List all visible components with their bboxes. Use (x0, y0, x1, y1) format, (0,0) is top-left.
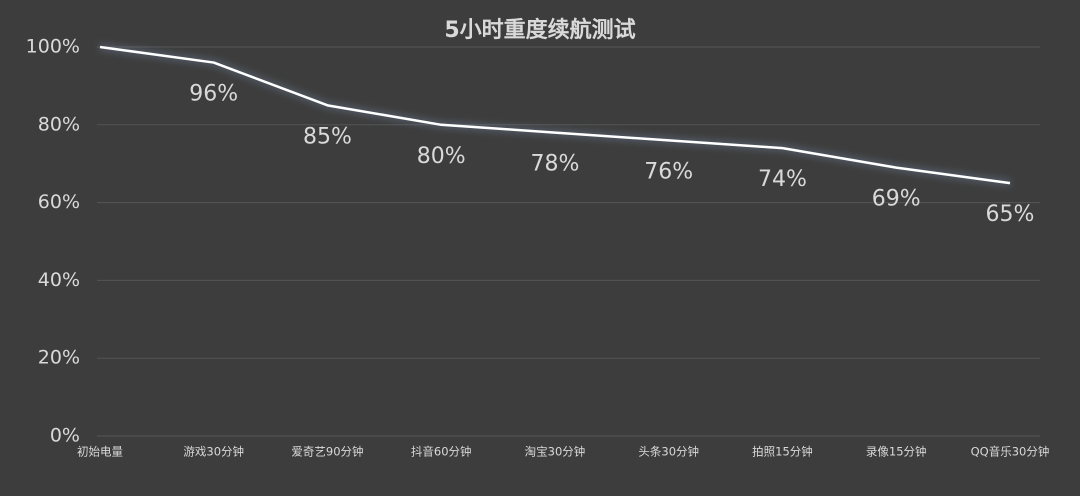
y-tick-label: 20% (38, 347, 80, 369)
chart-title: 5小时重度续航测试 (444, 17, 635, 43)
value-label: 80% (417, 144, 466, 169)
x-tick-label: 拍照15分钟 (752, 445, 813, 459)
x-tick-label: 初始电量 (77, 445, 123, 459)
x-tick-label: 抖音60分钟 (411, 445, 472, 459)
x-tick-label: 头条30分钟 (638, 445, 699, 459)
x-tick-label: 淘宝30分钟 (525, 445, 586, 459)
data-line (99, 45, 1011, 185)
y-tick-label: 60% (38, 191, 80, 213)
value-label: 76% (644, 159, 693, 184)
y-tick-label: 100% (26, 36, 80, 58)
value-label: 74% (758, 167, 807, 192)
value-label: 69% (872, 187, 921, 212)
y-tick-label: 80% (38, 113, 80, 135)
x-tick-label: 录像15分钟 (866, 445, 927, 459)
x-tick-label: QQ音乐30分钟 (971, 445, 1050, 459)
value-label: 78% (531, 152, 580, 177)
y-tick-label: 0% (50, 425, 80, 447)
x-tick-label: 游戏30分钟 (183, 445, 244, 459)
x-tick-label: 爱奇艺90分钟 (291, 445, 363, 459)
value-label: 85% (303, 124, 352, 149)
value-label: 96% (189, 82, 238, 107)
y-tick-label: 40% (38, 269, 80, 291)
value-label: 65% (986, 202, 1035, 227)
